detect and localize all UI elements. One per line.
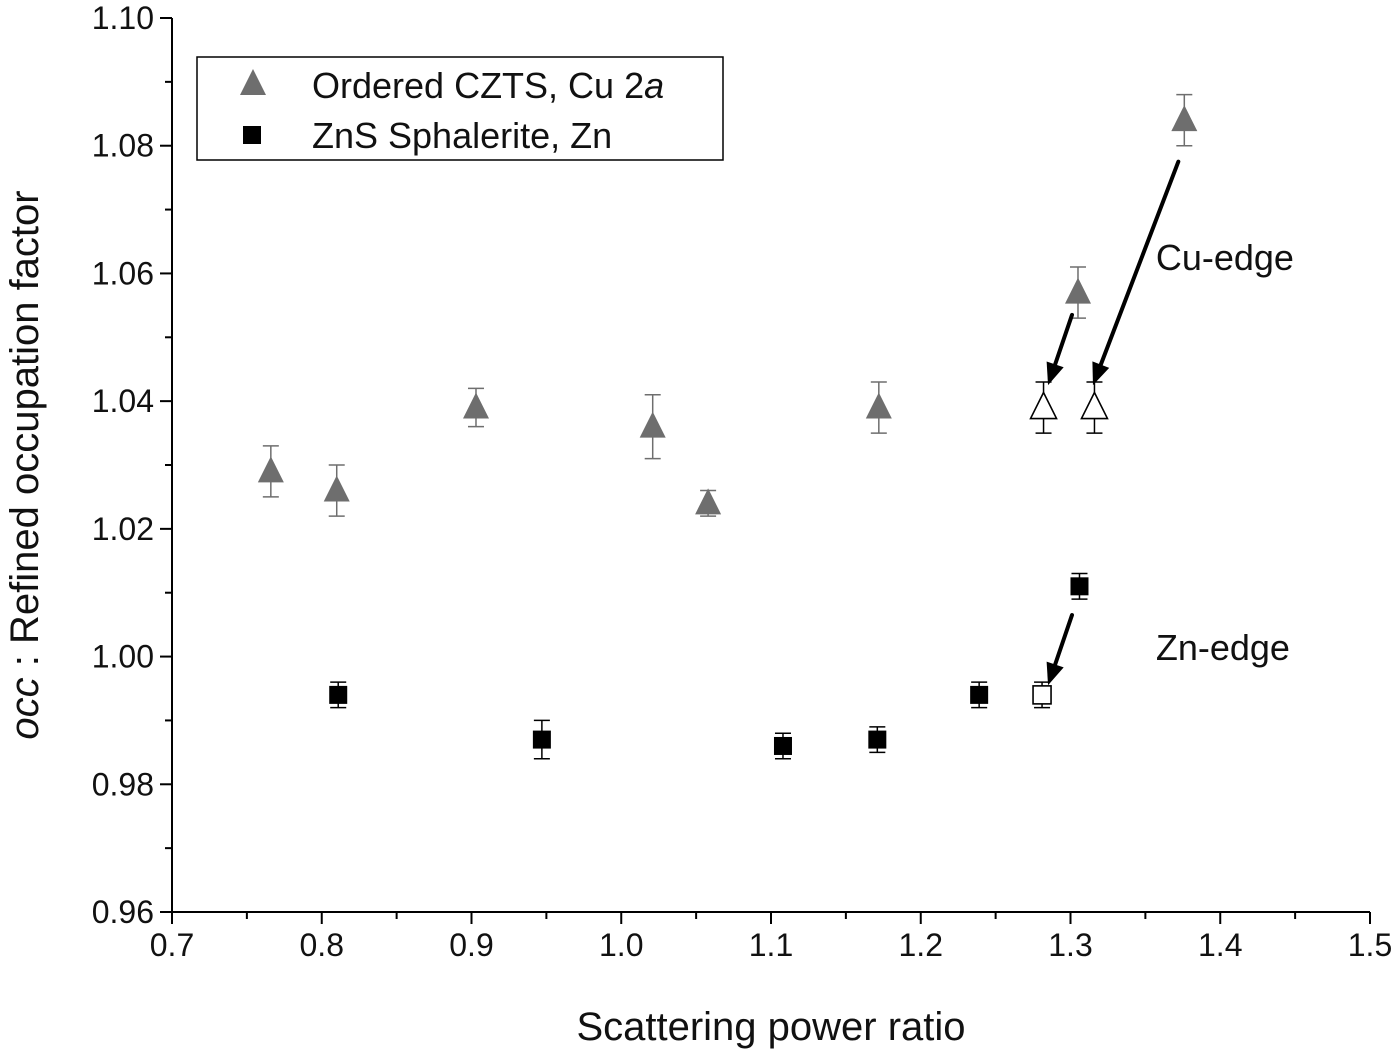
arrow-head <box>1092 361 1110 386</box>
data-point-czts <box>1064 277 1091 304</box>
legend-label-zns: ZnS Sphalerite, Zn <box>312 115 612 156</box>
y-axis-title-italic: occ <box>3 677 47 739</box>
data-point-czts-corrected <box>1029 390 1058 420</box>
data-point-czts <box>695 488 722 515</box>
legend-label-czts-italic: a <box>644 65 664 106</box>
y-tick-label: 1.02 <box>92 511 154 547</box>
legend-box <box>196 56 724 161</box>
data-point-czts <box>639 411 666 438</box>
x-tick-label: 0.7 <box>150 927 194 963</box>
y-tick-label: 1.10 <box>92 0 154 36</box>
y-tick-label: 0.98 <box>92 766 154 802</box>
data-point-zns <box>532 730 551 749</box>
data-point-czts <box>257 456 284 483</box>
y-tick-label: 1.04 <box>92 383 154 419</box>
data-point-zns <box>868 730 887 749</box>
data-point-czts <box>865 392 892 419</box>
arrows <box>1046 159 1181 686</box>
x-tick-label: 1.4 <box>1198 927 1242 963</box>
annotation-zn-edge: Zn-edge <box>1156 627 1290 668</box>
x-tick-label: 1.0 <box>599 927 643 963</box>
legend: Ordered CZTS, Cu 2a ZnS Sphalerite, Zn <box>196 56 724 161</box>
data-point-zns <box>329 685 348 704</box>
arrow-shaft <box>1053 613 1074 667</box>
x-tick-label: 0.8 <box>300 927 344 963</box>
error-bars <box>262 93 1193 760</box>
markers <box>257 105 1198 755</box>
y-tick-label: 1.06 <box>92 255 154 291</box>
legend-square-marker <box>243 126 261 144</box>
arrow-head <box>1046 661 1064 686</box>
arrow-shaft <box>1098 159 1181 367</box>
y-tick-label: 1.00 <box>92 639 154 675</box>
x-tick-label: 0.9 <box>449 927 493 963</box>
legend-label-czts-main: Ordered CZTS, Cu 2 <box>312 65 644 106</box>
x-tick-label: 1.5 <box>1348 927 1392 963</box>
data-point-zns <box>1070 577 1089 596</box>
y-tick-label: 0.96 <box>92 894 154 930</box>
data-point-czts <box>323 475 350 502</box>
data-point-zns-corrected <box>1032 685 1052 705</box>
x-axis-title: Scattering power ratio <box>576 1005 965 1049</box>
arrow-shaft <box>1053 312 1074 367</box>
arrow-head <box>1046 361 1064 386</box>
y-axis-title: occ : Refined occupation factor <box>3 190 47 739</box>
y-tick-label: 1.08 <box>92 128 154 164</box>
data-point-czts <box>1171 105 1198 132</box>
x-tick-label: 1.3 <box>1048 927 1092 963</box>
data-point-zns <box>970 685 989 704</box>
x-tick-label: 1.2 <box>899 927 943 963</box>
data-point-czts <box>462 392 489 419</box>
ticks: 0.7 0.8 0.9 1.0 1.1 1.2 1.3 1.4 1.5 0.96 0.98 1.00 1… <box>92 0 1393 963</box>
y-axis-title-rest: : Refined occupation factor <box>3 190 47 677</box>
legend-triangle-marker <box>240 69 266 95</box>
legend-label-czts: Ordered CZTS, Cu 2a <box>312 65 664 106</box>
data-point-zns <box>773 736 792 755</box>
annotations: Cu-edge Zn-edge <box>1156 237 1294 668</box>
x-tick-label: 1.1 <box>749 927 793 963</box>
annotation-cu-edge: Cu-edge <box>1156 237 1294 278</box>
data-point-czts-corrected <box>1080 390 1109 420</box>
